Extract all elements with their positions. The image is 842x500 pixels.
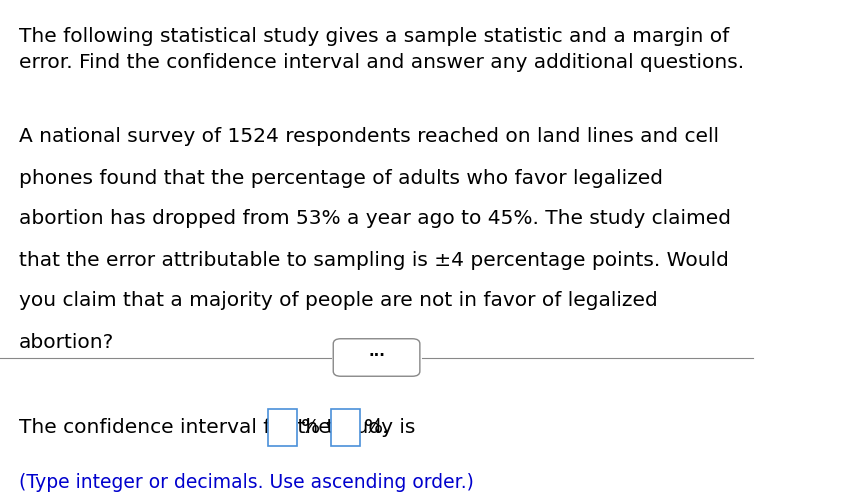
Text: that the error attributable to sampling is ±4 percentage points. Would: that the error attributable to sampling … (19, 250, 728, 270)
Text: ···: ··· (368, 348, 385, 364)
Text: you claim that a majority of people are not in favor of legalized: you claim that a majority of people are … (19, 292, 658, 310)
FancyBboxPatch shape (331, 409, 360, 447)
Text: phones found that the percentage of adults who favor legalized: phones found that the percentage of adul… (19, 168, 663, 188)
Text: (Type integer or decimals. Use ascending order.): (Type integer or decimals. Use ascending… (19, 472, 474, 492)
Text: abortion has dropped from 53% a year ago to 45%. The study claimed: abortion has dropped from 53% a year ago… (19, 210, 731, 229)
Text: The following statistical study gives a sample statistic and a margin of
error. : The following statistical study gives a … (19, 28, 744, 72)
Text: The confidence interval for the study is: The confidence interval for the study is (19, 418, 422, 437)
Text: abortion?: abortion? (19, 332, 114, 351)
Text: % to: % to (301, 418, 353, 437)
Text: %.: %. (364, 418, 389, 437)
FancyBboxPatch shape (333, 339, 420, 376)
Text: A national survey of 1524 respondents reached on land lines and cell: A national survey of 1524 respondents re… (19, 128, 719, 146)
FancyBboxPatch shape (269, 409, 297, 447)
